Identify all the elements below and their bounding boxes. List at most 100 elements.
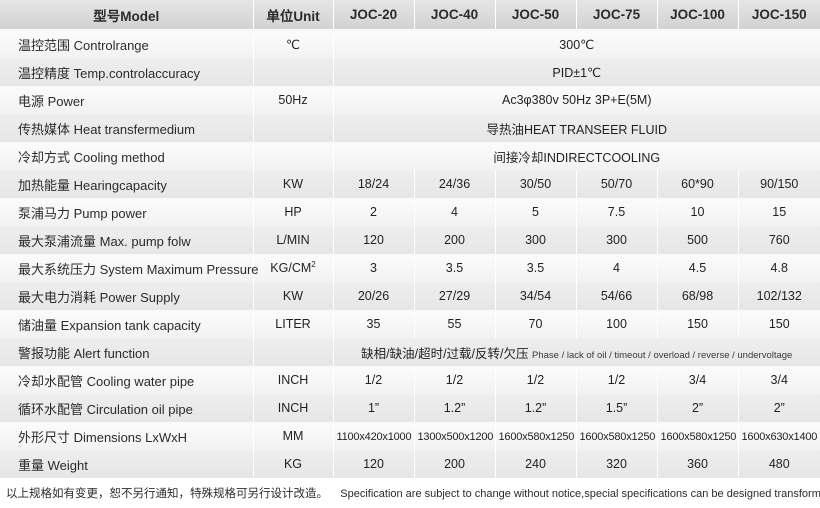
row-value: 300 [495,226,577,254]
row-unit: INCH [253,366,334,394]
row-unit-base: KG/CM [270,261,312,275]
row-value: 1600x580x1250 [576,422,658,450]
row-merged-value: Ac3φ380v 50Hz 3P+E(5M) [333,86,820,114]
row-value: 760 [738,226,820,254]
row-unit: KW [253,282,334,310]
row-value: 5 [495,198,577,226]
row-label: 最大泵浦流量 Max. pump folw [0,226,254,254]
table-row: 温控范围 Controlrange ℃ 300℃ [0,29,820,58]
row-value: 15 [738,198,820,226]
row-value: 24/36 [414,170,496,198]
header-row: 型号Model 单位Unit JOC-20 JOC-40 JOC-50 JOC-… [0,0,820,30]
table-row: 循环水配管 Circulation oil pipe INCH 1” 1.2” 1.2”… [0,394,820,422]
row-value: 120 [333,226,415,254]
row-label: 最大电力消耗 Power Supply [0,282,254,310]
row-unit: KG/CM2 [253,254,334,282]
row-value: 1.2” [495,394,577,422]
row-merged-value: 间接冷却INDIRECTCOOLING [333,142,820,170]
table-row: 警报功能 Alert function 缺相/缺油/超时/过载/反转/欠压 Pha… [0,338,820,366]
table-row: 泵浦马力 Pump power HP 2 4 5 7.5 10 15 [0,198,820,226]
footnote-en: Specification are subject to change with… [340,488,820,500]
row-value: 500 [657,226,739,254]
row-value: 150 [738,310,820,338]
dimension-value: 1300x500x1200 [417,431,494,443]
row-value: 35 [333,310,415,338]
dimension-value: 1600x630x1400 [741,431,818,443]
row-unit-exponent: 2 [311,259,316,269]
row-value: 7.5 [576,198,658,226]
row-unit: 50Hz [253,86,334,114]
row-unit: ℃ [253,29,334,58]
specification-table: 型号Model 单位Unit JOC-20 JOC-40 JOC-50 JOC-… [0,0,820,478]
row-unit [253,114,334,142]
dimension-value: 1100x420x1000 [336,431,412,443]
row-value: 18/24 [333,170,415,198]
dimension-value: 1600x580x1250 [498,431,575,443]
row-value: 70 [495,310,577,338]
table-row: 重量 Weight KG 120 200 240 320 360 480 [0,450,820,478]
row-value: 4 [576,254,658,282]
row-value: 60*90 [657,170,739,198]
table-row: 储油量 Expansion tank capacity LITER 35 55 70 10… [0,310,820,338]
row-merged-value: 300℃ [333,29,820,58]
table-row: 冷却水配管 Cooling water pipe INCH 1/2 1/2 1/2 1/2… [0,366,820,394]
table-row: 冷却方式 Cooling method 间接冷却INDIRECTCOOLING [0,142,820,170]
row-value: 55 [414,310,496,338]
row-value: 34/54 [495,282,577,310]
row-value: 3.5 [414,254,496,282]
row-value: 480 [738,450,820,478]
table-row: 电源 Power 50Hz Ac3φ380v 50Hz 3P+E(5M) [0,86,820,114]
row-value: 54/66 [576,282,658,310]
row-unit: KG [253,450,334,478]
row-merged-value: PID±1℃ [333,58,820,86]
header-cell-joc-150: JOC-150 [738,0,820,30]
row-value: 2” [738,394,820,422]
footnote: 以上规格如有变更，恕不另行通知，特殊规格可另行设计改造。 Specificati… [0,478,820,502]
dimension-value: 1600x580x1250 [579,431,656,443]
row-unit: INCH [253,394,334,422]
table-body: 温控范围 Controlrange ℃ 300℃ 温控精度 Temp.controla… [0,29,820,478]
header-cell-joc-20: JOC-20 [333,0,415,30]
row-value: 102/132 [738,282,820,310]
row-label: 循环水配管 Circulation oil pipe [0,394,254,422]
row-value: 1600x580x1250 [495,422,577,450]
table-row: 外形尺寸 Dimensions LxWxH MM 1100x420x1000 1300… [0,422,820,450]
row-value: 1600x580x1250 [657,422,739,450]
row-label: 温控范围 Controlrange [0,29,254,58]
row-value: 2 [333,198,415,226]
row-value: 150 [657,310,739,338]
row-value: 1/2 [576,366,658,394]
row-label: 警报功能 Alert function [0,338,254,366]
footnote-cn: 以上规格如有变更，恕不另行通知，特殊规格可另行设计改造。 [6,488,328,500]
row-value: 3/4 [738,366,820,394]
row-value: 4.8 [738,254,820,282]
alert-value-cn: 缺相/缺油/超时/过载/反转/欠压 [361,346,529,361]
row-value: 200 [414,450,496,478]
row-value: 320 [576,450,658,478]
row-value: 27/29 [414,282,496,310]
header-cell-joc-100: JOC-100 [657,0,739,30]
row-unit: KW [253,170,334,198]
row-value: 1/2 [495,366,577,394]
row-value: 1/2 [333,366,415,394]
row-value: 1” [333,394,415,422]
row-unit [253,338,334,366]
header-cell-unit: 单位Unit [253,0,334,30]
row-value: 3 [333,254,415,282]
row-unit: L/MIN [253,226,334,254]
row-value: 10 [657,198,739,226]
row-label: 电源 Power [0,86,254,114]
row-label: 温控精度 Temp.controlaccuracy [0,58,254,86]
row-unit: MM [253,422,334,450]
row-value: 2” [657,394,739,422]
header-cell-joc-40: JOC-40 [414,0,496,30]
header-cell-model: 型号Model [0,0,254,30]
row-unit: HP [253,198,334,226]
row-value: 200 [414,226,496,254]
row-value: 3.5 [495,254,577,282]
row-value: 1300x500x1200 [414,422,496,450]
table-row: 最大系统压力 System Maximum Pressure KG/CM2 3 3.5… [0,254,820,282]
row-value: 90/150 [738,170,820,198]
row-value: 4 [414,198,496,226]
